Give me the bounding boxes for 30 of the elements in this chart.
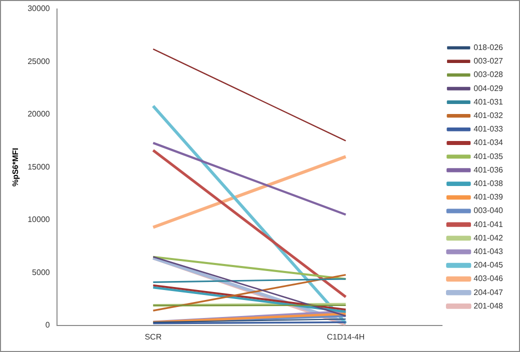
legend-label: 401-032 [474, 111, 504, 120]
legend-label: 401-043 [474, 247, 504, 256]
legend-label: 401-042 [474, 233, 504, 242]
y-axis-title: %pS6*MFI [11, 148, 20, 187]
legend-label: 003-028 [474, 70, 504, 80]
legend-label: 401-038 [474, 179, 504, 188]
y-tick-label: 15000 [28, 162, 50, 172]
legend-label: 004-029 [474, 84, 504, 93]
legend-label: 401-034 [474, 138, 504, 148]
legend-label: 401-041 [474, 220, 504, 229]
y-tick-label: 20000 [28, 110, 50, 119]
y-tick-label: 0 [45, 320, 50, 330]
y-tick-label: 25000 [28, 56, 50, 66]
legend-label: 201-048 [474, 301, 504, 310]
legend-label: 401-039 [474, 192, 504, 202]
legend-label: 403-046 [474, 274, 504, 284]
legend-label: 401-031 [474, 97, 504, 106]
legend-label: 204-045 [474, 260, 504, 270]
y-tick-label: 10000 [28, 215, 50, 224]
legend-label: 003-027 [474, 56, 504, 66]
y-tick-label: 5000 [32, 268, 50, 277]
y-tick-label: 30000 [28, 4, 50, 14]
legend-label: 401-033 [474, 124, 504, 134]
legend-label: 401-036 [474, 165, 504, 174]
legend-label: 003-040 [474, 206, 504, 216]
x-tick-label: SCR [144, 332, 162, 342]
x-tick-label: C1D14-4H [326, 332, 365, 342]
legend-label: 204-047 [474, 288, 504, 297]
legend-label: 018-026 [474, 43, 504, 52]
legend-label: 401-035 [474, 152, 504, 161]
